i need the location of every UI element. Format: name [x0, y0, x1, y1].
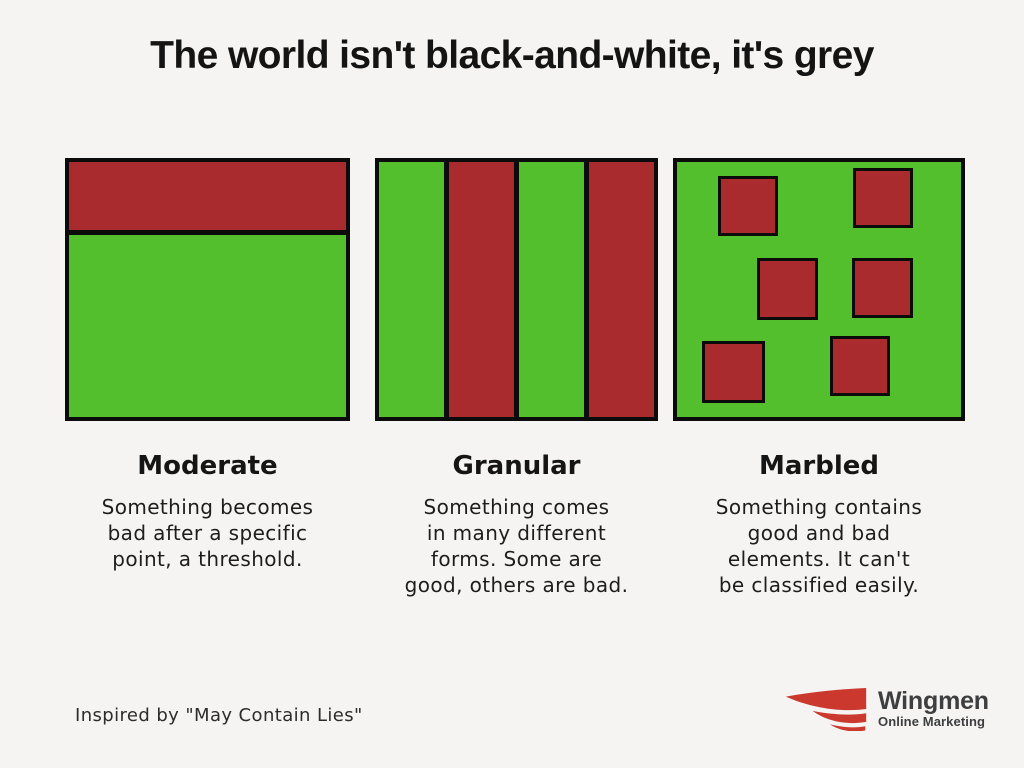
panel-marbled-description: Something contains good and bad elements… [715, 495, 923, 597]
credit-text: Inspired by "May Contain Lies" [75, 705, 363, 726]
panel-moderate-label: Moderate [137, 451, 278, 481]
page-title: The world isn't black-and-white, it's gr… [150, 34, 874, 77]
panel-marbled: Marbled Something contains good and bad … [673, 158, 965, 598]
panel-granular: Granular Something comes in many differe… [375, 158, 658, 598]
logo-name: Wingmen [878, 687, 989, 715]
granular-graphic [375, 158, 658, 421]
wing-icon [785, 687, 867, 731]
wingmen-logo: Wingmen Online Marketing [783, 687, 989, 731]
red-square [757, 258, 818, 320]
panel-moderate: Moderate Something becomes bad after a s… [65, 158, 350, 572]
panel-marbled-label: Marbled [758, 451, 879, 481]
red-square [853, 168, 913, 228]
panel-granular-label: Granular [452, 451, 581, 481]
red-stripe [584, 162, 654, 417]
panel-moderate-description: Something becomes bad after a specific p… [101, 495, 314, 571]
logo-text-block: Wingmen Online Marketing [878, 689, 989, 729]
green-stripe [514, 162, 584, 417]
red-square [702, 341, 765, 403]
moderate-graphic [65, 158, 350, 421]
red-square [718, 176, 778, 236]
red-square [852, 258, 913, 318]
green-stripe [379, 162, 444, 417]
logo-tagline: Online Marketing [878, 714, 986, 729]
red-stripe [444, 162, 514, 417]
marbled-graphic [673, 158, 965, 421]
red-band [69, 162, 346, 235]
red-square [830, 336, 890, 396]
panel-granular-description: Something comes in many different forms.… [404, 495, 629, 597]
